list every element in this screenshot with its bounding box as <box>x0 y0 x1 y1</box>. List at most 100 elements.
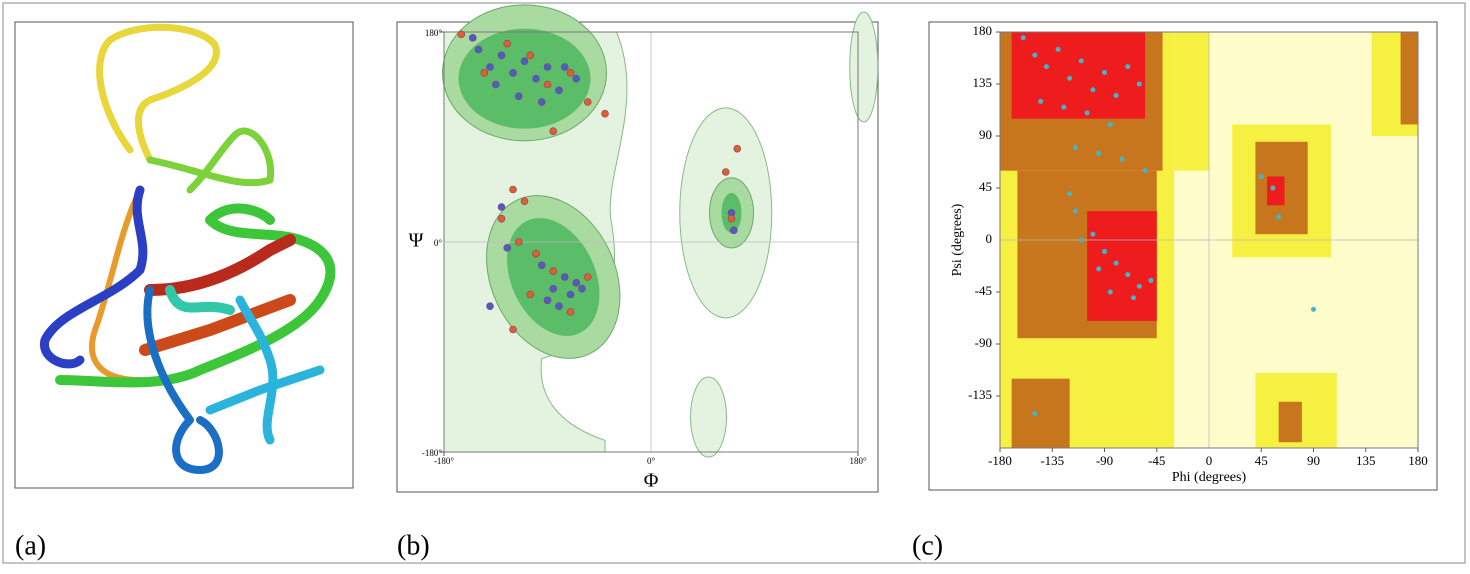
data-point <box>1136 283 1142 289</box>
data-point <box>520 57 529 65</box>
y-axis-title: Psi (degrees) <box>950 203 965 276</box>
data-point <box>514 238 523 246</box>
data-point <box>543 80 552 89</box>
data-point <box>1032 410 1038 416</box>
y-tick-label: -45 <box>975 283 992 298</box>
data-point <box>1090 87 1096 93</box>
data-point <box>1113 260 1119 266</box>
data-point <box>474 45 483 54</box>
data-point <box>727 214 736 223</box>
data-point <box>509 325 517 334</box>
data-point <box>1136 81 1142 87</box>
data-point <box>509 185 517 194</box>
data-point <box>537 98 546 106</box>
x-tick-label: -180 <box>988 453 1012 468</box>
data-point <box>514 92 523 100</box>
data-point <box>549 284 558 293</box>
data-point <box>537 261 546 270</box>
data-point <box>543 296 552 305</box>
data-point <box>497 51 506 60</box>
data-point <box>497 214 506 223</box>
data-point <box>1142 168 1148 174</box>
data-point <box>560 63 569 71</box>
core-region <box>507 218 600 336</box>
x-axis-title: Φ <box>644 470 659 492</box>
data-point <box>1096 266 1102 272</box>
data-point <box>721 168 730 176</box>
data-point <box>1125 272 1131 278</box>
data-point <box>491 80 500 89</box>
y-tick-label: -135 <box>968 387 992 402</box>
panel-label: (a) <box>15 530 46 561</box>
plot-area <box>996 31 1419 452</box>
y-axis-title: Ψ <box>409 230 424 252</box>
region <box>1087 211 1157 321</box>
panel-label: (c) <box>912 530 943 561</box>
x-tick-label: -90 <box>1096 453 1113 468</box>
data-point <box>1038 98 1044 104</box>
data-point <box>1148 277 1154 283</box>
y-tick-label: 180° <box>425 28 443 38</box>
region <box>1011 378 1070 448</box>
y-tick-label: -90 <box>975 335 992 350</box>
data-point <box>1055 46 1061 52</box>
data-point <box>1131 295 1137 301</box>
x-tick-label: 0 <box>1206 453 1213 468</box>
x-tick-label: 135 <box>1356 453 1376 468</box>
data-point <box>1096 150 1102 156</box>
data-point <box>572 279 581 287</box>
data-point <box>555 86 563 95</box>
data-point <box>486 63 494 71</box>
plot-border <box>999 31 1419 449</box>
data-point <box>566 290 575 299</box>
data-point <box>509 69 517 77</box>
plot-area <box>440 4 879 458</box>
data-point <box>1107 289 1113 295</box>
protein-ribbon <box>40 23 336 474</box>
data-point <box>1119 156 1125 162</box>
x-tick-label: -45 <box>1148 453 1165 468</box>
data-point <box>1067 75 1073 81</box>
data-point <box>560 273 569 281</box>
data-point <box>1020 35 1026 41</box>
data-point <box>1090 231 1096 237</box>
region <box>1400 32 1418 125</box>
data-point <box>733 144 742 153</box>
data-point <box>1102 69 1107 75</box>
core-region <box>458 28 591 129</box>
data-point <box>549 267 558 275</box>
data-point <box>532 249 540 258</box>
x-axis-title: Phi (degrees) <box>1172 470 1247 485</box>
data-point <box>1276 214 1282 220</box>
data-point <box>1043 64 1049 70</box>
x-tick-label: 90 <box>1307 453 1320 468</box>
data-point <box>729 226 738 235</box>
data-point <box>503 39 512 48</box>
data-point <box>1067 191 1073 197</box>
region <box>1267 176 1285 206</box>
data-point <box>543 63 552 71</box>
data-point <box>1061 104 1067 110</box>
x-tick-label: -180° <box>434 456 454 466</box>
region <box>1011 32 1146 119</box>
data-point <box>566 308 575 316</box>
y-tick-label: 135 <box>973 75 993 90</box>
data-point <box>1084 110 1090 116</box>
x-tick-label: 180 <box>1408 453 1428 468</box>
data-point <box>1311 306 1316 312</box>
x-tick-label: 0° <box>647 456 656 466</box>
data-point <box>486 302 494 310</box>
data-point <box>578 284 586 293</box>
data-point <box>526 51 535 60</box>
y-tick-label: -180° <box>422 448 442 458</box>
data-point <box>1270 185 1276 191</box>
data-point <box>601 109 609 118</box>
data-point <box>503 244 512 252</box>
data-point <box>1072 208 1078 214</box>
data-point <box>583 273 592 281</box>
data-point <box>1107 121 1113 127</box>
plot-border <box>443 31 859 453</box>
data-point <box>480 69 489 77</box>
region <box>1174 32 1209 171</box>
